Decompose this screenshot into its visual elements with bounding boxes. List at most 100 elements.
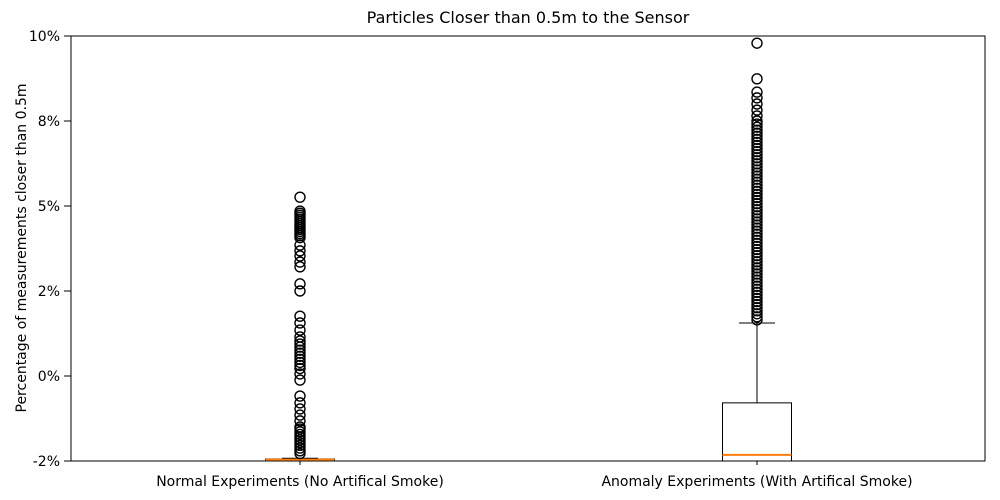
outlier-point [751,152,763,164]
outlier-point [751,142,763,155]
boxplot-anomaly [722,37,792,461]
outlier-point [294,353,306,366]
outlier-point [294,310,306,322]
outlier-point [294,447,306,460]
chart-title: Particles Closer than 0.5m to the Sensor [366,8,690,27]
outlier-point [751,249,763,262]
outlier-point [751,173,763,185]
outlier-point [751,305,763,317]
outlier-point [751,73,763,85]
outlier-point [751,167,763,179]
outlier-point [751,277,763,289]
outlier-point [751,188,763,201]
outlier-point [751,256,763,268]
outlier-point [751,216,763,228]
outlier-point [751,200,763,213]
outlier-point [751,185,763,198]
outlier-point [751,98,763,110]
outlier-point [751,286,763,299]
outlier-point [751,265,763,277]
outlier-point [294,341,306,353]
outlier-point [751,228,763,240]
outlier-point [294,256,306,268]
outlier-point [751,161,763,173]
outlier-point [751,121,763,133]
boxplot-normal [265,191,335,461]
outlier-point [751,253,763,265]
outlier-point [751,234,763,247]
outlier-point [294,390,306,402]
outlier-point [751,115,763,127]
y-tick-label: 5% [38,199,60,215]
outlier-point [751,308,763,320]
outlier-point [751,139,763,152]
outlier-point [751,86,763,98]
y-tick-label: 0% [38,369,60,385]
outlier-point [751,311,763,323]
outlier-point [751,104,763,116]
outlier-point [751,124,763,136]
y-tick-label: 10% [29,29,60,45]
y-tick-label: 2% [38,284,60,300]
outlier-point [751,194,763,207]
outlier-point [751,298,763,311]
outlier-point [751,295,763,308]
outlier-point [751,164,763,176]
outlier-point [751,191,763,204]
outlier-point [751,274,763,286]
outlier-point [751,118,763,130]
y-axis-label: Percentage of measurements closer than 0… [14,83,30,413]
outlier-point [751,148,763,161]
outlier-point [294,250,306,262]
outlier-point [294,356,306,369]
outlier-point [294,191,306,203]
outlier-point [751,136,763,149]
outlier-point [294,338,306,350]
outlier-point [751,246,763,259]
outlier-point [751,213,763,225]
outlier-point [294,317,306,329]
outlier-point [294,409,306,421]
outlier-point [751,197,763,210]
outlier-point [294,374,306,386]
outlier-point [751,110,763,122]
axes-frame [70,35,986,462]
outlier-point [294,368,306,380]
outlier-point [751,237,763,250]
outlier-point [751,92,763,104]
outlier-point [751,283,763,295]
outlier-point [751,204,763,216]
x-tick-label-anomaly: Anomaly Experiments (With Artifical Smok… [601,474,912,490]
iqr-box [722,402,792,461]
outlier-point [751,127,763,139]
outlier-point [751,176,763,188]
outlier-point [751,158,763,170]
outlier-point [294,350,306,362]
outlier-point [751,219,763,231]
y-tick-label: 8% [38,114,60,130]
outlier-point [751,170,763,182]
y-tick-label: -2% [33,454,60,470]
outlier-point [294,403,306,415]
outlier-point [751,222,763,234]
outlier-point [294,285,306,297]
outlier-point [751,259,763,271]
outlier-point [751,240,763,253]
outlier-point [751,289,763,302]
x-tick-label-normal: Normal Experiments (No Artifical Smoke) [156,474,444,490]
outlier-point [294,278,306,290]
outlier-point [751,314,763,326]
outlier-point [751,292,763,305]
outlier-point [294,362,306,375]
outlier-point [751,271,763,283]
outlier-point [294,415,306,427]
outlier-point [751,231,763,243]
outlier-point [294,324,306,336]
outlier-point [751,145,763,158]
outlier-point [294,347,306,359]
outlier-point [294,231,306,244]
outlier-point [751,179,763,191]
outlier-point [751,207,763,219]
outlier-point [751,225,763,237]
